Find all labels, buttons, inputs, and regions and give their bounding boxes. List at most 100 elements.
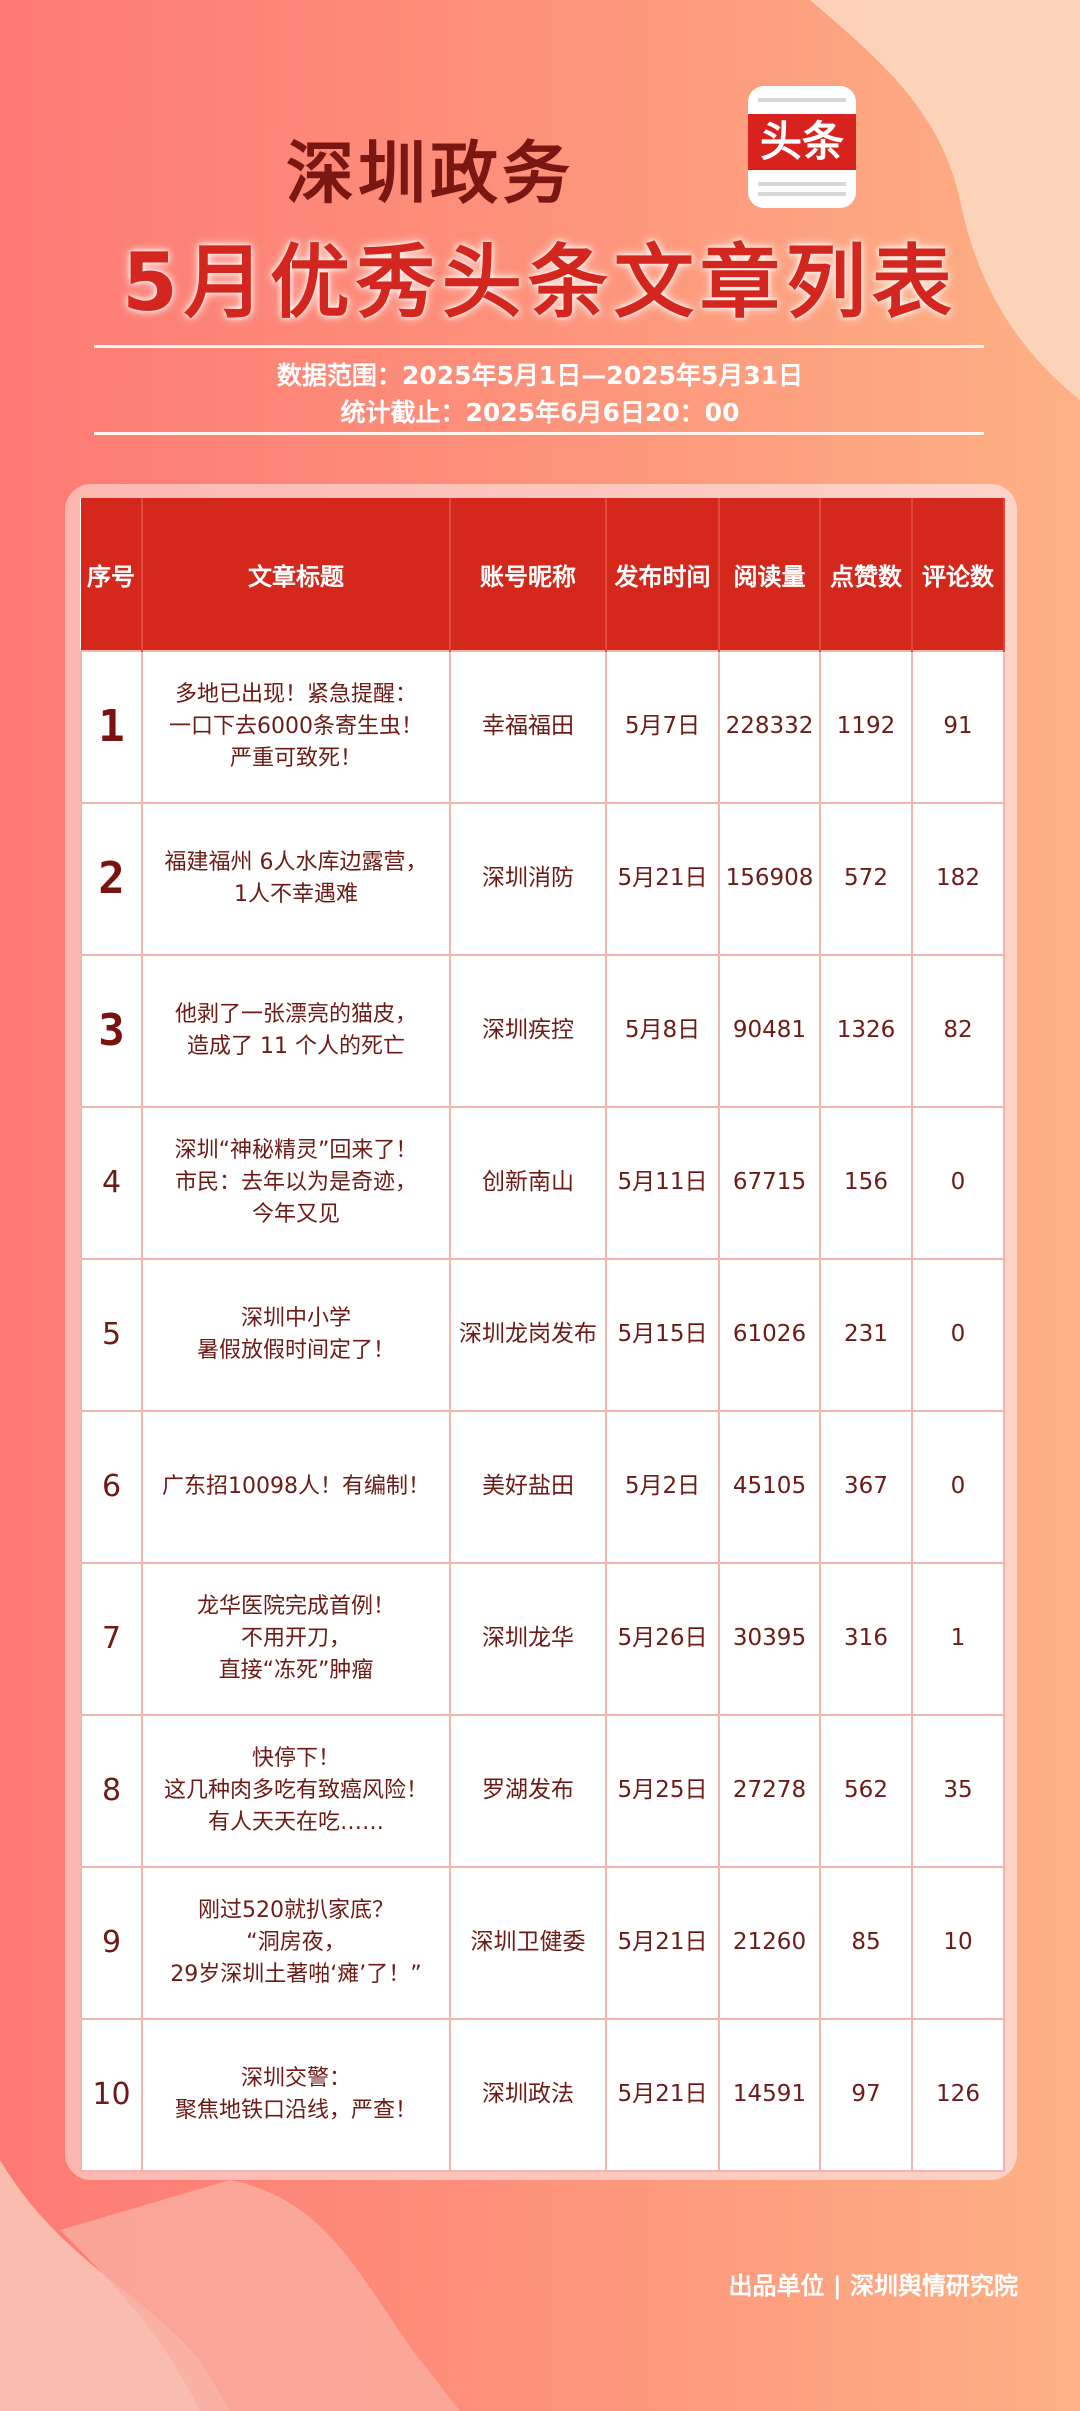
cell-title: 龙华医院完成首例！ 不用开刀， 直接“冻死”肿瘤 [141,1562,451,1716]
cell-date: 5月21日 [605,2018,720,2172]
cell-comments: 82 [911,954,1005,1108]
table-row: 10 深圳交警： 聚焦地铁口沿线，严查！ 深圳政法 5月21日 14591 97 126 [80,2018,1005,2172]
cell-rank: 7 [80,1562,143,1716]
page-subtitle: 5月优秀头条文章列表 [122,236,958,329]
table-row: 2 福建福州 6人水库边露营， 1人不幸遇难 深圳消防 5月21日 156908 572 1… [80,802,1005,956]
column-header: 评论数 [912,498,1005,651]
table-row: 6 广东招10098人！有编制！ 美好盐田 5月2日 45105 367 0 [80,1410,1005,1564]
cell-comments: 1 [911,1562,1005,1716]
cell-likes: 231 [819,1258,913,1412]
divider [94,345,984,348]
cell-account: 深圳疾控 [449,954,607,1108]
cell-likes: 97 [819,2018,913,2172]
cell-likes: 572 [819,802,913,956]
cell-likes: 367 [819,1410,913,1564]
cell-account: 幸福福田 [449,650,607,804]
cell-comments: 10 [911,1866,1005,2020]
cell-title: 他剥了一张漂亮的猫皮， 造成了 11 个人的死亡 [141,954,451,1108]
cell-reads: 90481 [718,954,821,1108]
cell-rank: 6 [80,1410,143,1564]
column-header: 账号昵称 [450,498,607,651]
table-row: 5 深圳中小学 暑假放假时间定了！ 深圳龙岗发布 5月15日 61026 231 0 [80,1258,1005,1412]
cell-title: 广东招10098人！有编制！ [141,1410,451,1564]
cell-reads: 30395 [718,1562,821,1716]
articles-table: 序号 文章标题 账号昵称 发布时间 阅读量 点赞数 评论数 1 多地已出现！紧急提醒： 一口下… [80,498,1005,2172]
cell-likes: 562 [819,1714,913,1868]
cell-reads: 228332 [718,650,821,804]
column-header: 发布时间 [606,498,720,651]
cell-date: 5月15日 [605,1258,720,1412]
cell-date: 5月7日 [605,650,720,804]
logo-text: 头条 [748,114,856,170]
column-header: 序号 [81,498,143,651]
cell-rank: 9 [80,1866,143,2020]
column-header: 点赞数 [820,498,913,651]
table-row: 9 刚过520就扒家底？ “洞房夜， 29岁深圳土著啪‘瘫’了！” 深圳卫健委 5月2… [80,1866,1005,2020]
cell-title: 刚过520就扒家底？ “洞房夜， 29岁深圳土著啪‘瘫’了！” [141,1866,451,2020]
cell-date: 5月21日 [605,802,720,956]
cell-title: 快停下！ 这几种肉多吃有致癌风险！ 有人天天在吃…… [141,1714,451,1868]
table-row: 3 他剥了一张漂亮的猫皮， 造成了 11 个人的死亡 深圳疾控 5月8日 90481 13… [80,954,1005,1108]
cell-date: 5月11日 [605,1106,720,1260]
decorative-wave [60,2180,460,2411]
divider [94,432,984,435]
data-range: 数据范围：2025年5月1日—2025年5月31日 [276,361,804,390]
cell-account: 深圳龙岗发布 [449,1258,607,1412]
column-header: 阅读量 [719,498,821,651]
cell-title: 多地已出现！紧急提醒： 一口下去6000条寄生虫！ 严重可致死！ [141,650,451,804]
cell-comments: 0 [911,1410,1005,1564]
cell-account: 深圳龙华 [449,1562,607,1716]
cell-reads: 27278 [718,1714,821,1868]
cell-comments: 91 [911,650,1005,804]
table-row: 1 多地已出现！紧急提醒： 一口下去6000条寄生虫！ 严重可致死！ 幸福福田 5月7… [80,650,1005,804]
cell-likes: 156 [819,1106,913,1260]
cell-title: 福建福州 6人水库边露营， 1人不幸遇难 [141,802,451,956]
cell-comments: 0 [911,1258,1005,1412]
cell-rank: 1 [80,650,143,804]
cell-likes: 1192 [819,650,913,804]
cell-date: 5月25日 [605,1714,720,1868]
cell-title: 深圳中小学 暑假放假时间定了！ [141,1258,451,1412]
table-row: 8 快停下！ 这几种肉多吃有致癌风险！ 有人天天在吃…… 罗湖发布 5月25日 2727… [80,1714,1005,1868]
cell-rank: 8 [80,1714,143,1868]
table-row: 4 深圳“神秘精灵”回来了！ 市民：去年以为是奇迹， 今年又见 创新南山 5月11日 6… [80,1106,1005,1260]
cell-title: 深圳“神秘精灵”回来了！ 市民：去年以为是奇迹， 今年又见 [141,1106,451,1260]
cell-rank: 5 [80,1258,143,1412]
cell-account: 深圳卫健委 [449,1866,607,2020]
cell-account: 深圳消防 [449,802,607,956]
cell-account: 美好盐田 [449,1410,607,1564]
toutiao-logo-icon: 头条 [748,86,856,208]
column-header: 文章标题 [142,498,451,651]
cell-likes: 85 [819,1866,913,2020]
cell-date: 5月21日 [605,1866,720,2020]
cell-reads: 21260 [718,1866,821,2020]
cell-comments: 126 [911,2018,1005,2172]
cell-comments: 0 [911,1106,1005,1260]
cell-date: 5月26日 [605,1562,720,1716]
cell-reads: 156908 [718,802,821,956]
cell-date: 5月8日 [605,954,720,1108]
cell-likes: 1326 [819,954,913,1108]
cell-comments: 35 [911,1714,1005,1868]
decorative-wave [810,0,1080,400]
cell-rank: 2 [80,802,143,956]
cell-account: 深圳政法 [449,2018,607,2172]
table-row: 7 龙华医院完成首例！ 不用开刀， 直接“冻死”肿瘤 深圳龙华 5月26日 30395 3… [80,1562,1005,1716]
cell-title: 深圳交警： 聚焦地铁口沿线，严查！ [141,2018,451,2172]
producer-credit: 出品单位 | 深圳舆情研究院 [728,2272,1018,2300]
cell-reads: 67715 [718,1106,821,1260]
cell-rank: 10 [80,2018,143,2172]
cell-comments: 182 [911,802,1005,956]
cell-account: 创新南山 [449,1106,607,1260]
page-title: 深圳政务 [285,135,574,214]
cell-date: 5月2日 [605,1410,720,1564]
table-header-row: 序号 文章标题 账号昵称 发布时间 阅读量 点赞数 评论数 [81,498,1005,651]
cell-reads: 45105 [718,1410,821,1564]
cell-likes: 316 [819,1562,913,1716]
cell-reads: 14591 [718,2018,821,2172]
cell-rank: 4 [80,1106,143,1260]
cutoff-time: 统计截止：2025年6月6日20：00 [340,398,740,427]
cell-rank: 3 [80,954,143,1108]
cell-account: 罗湖发布 [449,1714,607,1868]
